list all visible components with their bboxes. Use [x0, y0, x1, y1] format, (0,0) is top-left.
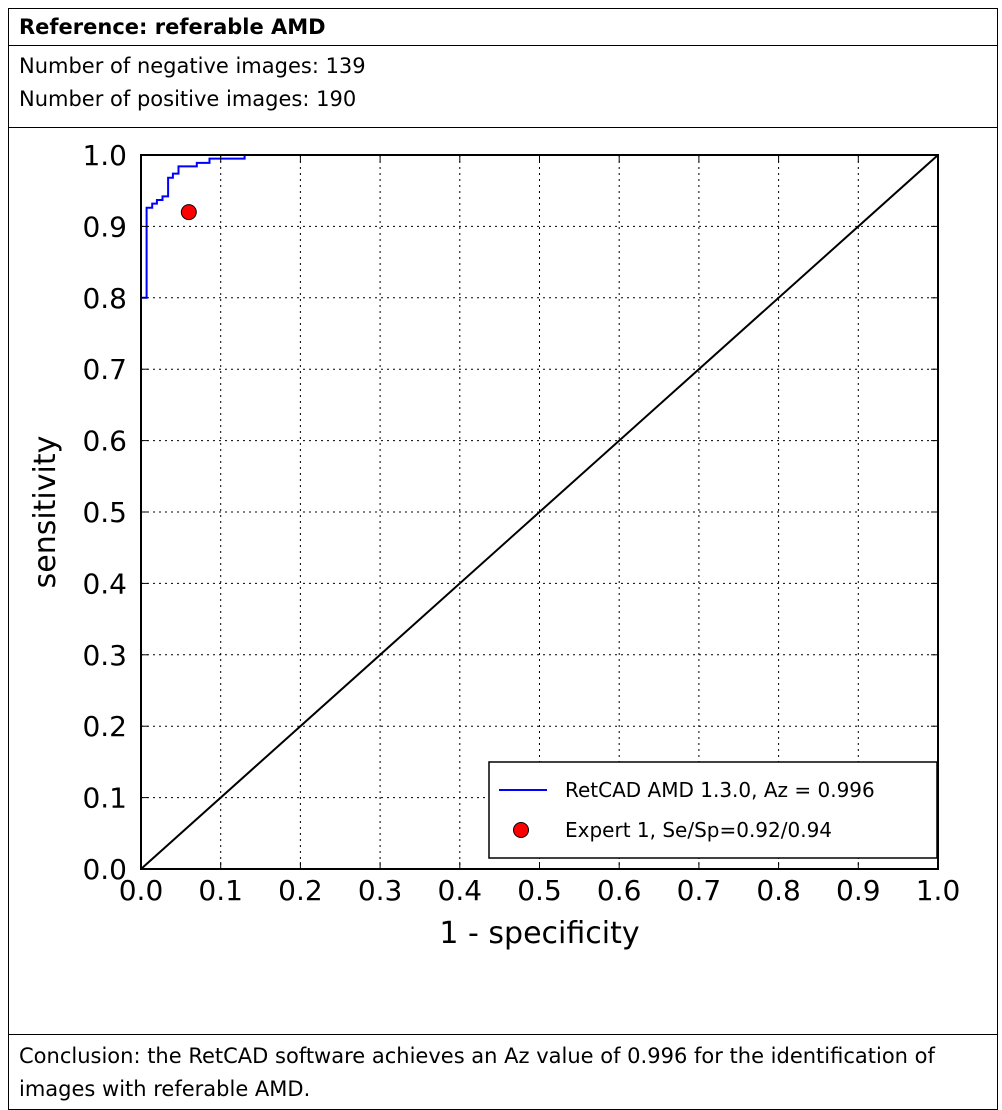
x-tick-label: 1.0: [916, 874, 961, 907]
y-tick-label: 0.1: [82, 782, 127, 815]
legend-label: RetCAD AMD 1.3.0, Az = 0.996: [565, 778, 875, 802]
x-tick-label: 0.7: [677, 874, 722, 907]
legend-label: Expert 1, Se/Sp=0.92/0.94: [565, 818, 832, 842]
chance-diagonal-line: [140, 154, 939, 870]
y-tick-label: 0.9: [82, 210, 127, 243]
x-tick-label: 0.3: [358, 874, 403, 907]
y-tick-label: 0.6: [82, 425, 127, 458]
y-axis-label: sensitivity: [28, 436, 63, 589]
x-tick-label: 0.6: [597, 874, 642, 907]
x-tick-label: 0.2: [278, 874, 323, 907]
image-counts: Number of negative images: 139 Number of…: [9, 46, 997, 128]
x-tick-label: 0.4: [438, 874, 483, 907]
expert-point: [180, 204, 197, 221]
y-tick-label: 0.4: [82, 567, 127, 600]
x-axis-label: 1 - specificity: [439, 916, 639, 951]
roc-curve-line: [140, 155, 246, 313]
roc-chart-container: 0.0 0.1 0.2 0.3 0.4 0.5 0.6 0.7 0.8 0.9 1.0 0.0 0.1 0…: [9, 128, 997, 1035]
x-tick-label: 0.8: [756, 874, 801, 907]
legend-marker-expert: [513, 822, 529, 838]
y-tick-label: 0.2: [82, 710, 127, 743]
negative-count: Number of negative images: 139: [19, 54, 366, 78]
y-tick-label: 0.7: [82, 353, 127, 386]
conclusion: Conclusion: the RetCAD software achieves…: [19, 1044, 935, 1101]
positive-count: Number of positive images: 190: [19, 87, 357, 111]
y-tick-label: 0.5: [82, 496, 127, 529]
x-tick-label: 0.1: [198, 874, 243, 907]
y-tick-label: 0.8: [82, 282, 127, 315]
x-tick-label: 0.5: [517, 874, 562, 907]
x-tick-label: 0.0: [119, 874, 164, 907]
legend-box: [488, 761, 938, 859]
x-tick-label: 0.9: [836, 874, 881, 907]
y-tick-label: 0.3: [82, 639, 127, 672]
roc-chart: 0.0 0.1 0.2 0.3 0.4 0.5 0.6 0.7 0.8 0.9 1.0 0.0 0.1 0…: [28, 139, 961, 951]
y-tick-label: 0.0: [82, 853, 127, 886]
report-table: Reference: referable AMD Number of negat…: [8, 8, 998, 1110]
y-tick-label: 1.0: [82, 139, 127, 172]
reference-label: Reference: referable AMD: [9, 9, 997, 46]
